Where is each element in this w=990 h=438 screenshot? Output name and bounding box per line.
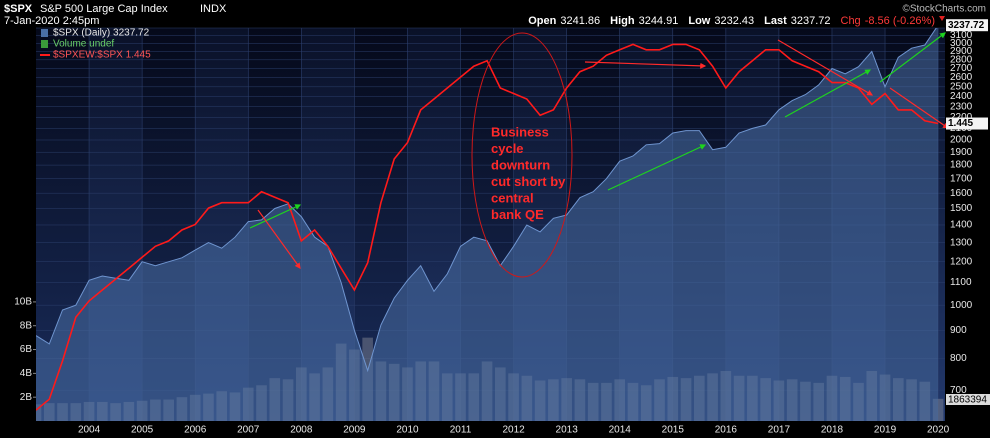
- x-tick-label: 2011: [450, 425, 472, 436]
- quote-value: 3237.72: [791, 15, 831, 27]
- annotation-text: cycle: [491, 141, 524, 156]
- trend-arrow: [784, 69, 872, 118]
- trend-arrow: [607, 144, 707, 191]
- y-tick-label: 2600: [950, 72, 973, 83]
- y-tick-label: 900: [950, 325, 967, 336]
- trend-arrow: [584, 61, 707, 69]
- last-value-box: [946, 117, 988, 130]
- last-value-label: 3237.72: [948, 20, 985, 31]
- y-tick-label: 1300: [950, 237, 973, 248]
- price-area: [36, 28, 939, 421]
- annotation-ellipse: [471, 32, 573, 278]
- x-tick-label: 2018: [821, 425, 844, 436]
- volume-box: [946, 394, 990, 405]
- legend-label: Volume undef: [53, 39, 114, 50]
- x-tick-label: 2019: [874, 425, 897, 436]
- x-tick-label: 2007: [237, 425, 260, 436]
- annotations: [249, 32, 949, 278]
- y-tick-label: 1800: [950, 160, 973, 171]
- y-tick-label: 1500: [950, 203, 973, 214]
- credit: ©StockCharts.com: [902, 4, 986, 15]
- quote-label: Last: [764, 15, 787, 27]
- trend-arrow: [879, 32, 946, 83]
- y-tick-label: 1000: [950, 300, 973, 311]
- y-tick-label: 800: [950, 353, 967, 364]
- y-tick-label: 2800: [950, 54, 973, 65]
- y-tick-label: 1400: [950, 220, 973, 231]
- symbol: $SPX: [4, 3, 33, 15]
- plot-marks: [36, 28, 944, 421]
- y-tick-label: 1200: [950, 256, 973, 267]
- annotation-text: downturn: [491, 157, 550, 172]
- volume-last-label: 1863394: [948, 395, 987, 406]
- y-tick-label: 3000: [950, 38, 973, 49]
- annotation-text: Business: [491, 124, 549, 139]
- last-value-box: [946, 19, 988, 32]
- x-tick-label: 2013: [556, 425, 579, 436]
- legend-swatch: [41, 40, 48, 48]
- x-tick-label: 2008: [290, 425, 313, 436]
- quote-value: 3232.43: [714, 15, 754, 27]
- y-tick-label: 3100: [950, 30, 973, 41]
- legend-label: $SPXEW:$SPX 1.445: [53, 50, 151, 61]
- y-tick-label: 2900: [950, 46, 973, 57]
- volume-bar: [932, 398, 944, 421]
- quote-label: Open: [528, 15, 556, 27]
- exchange: INDX: [200, 3, 227, 15]
- x-tick-label: 2005: [131, 425, 154, 436]
- annotation-text: bank QE: [491, 207, 544, 222]
- index-name: S&P 500 Large Cap Index: [40, 3, 168, 15]
- quote-label: High: [610, 15, 635, 27]
- trend-arrow: [249, 204, 302, 229]
- last-value-label: 1.445: [948, 118, 973, 129]
- quote-label: Low: [688, 15, 710, 27]
- y-tick-label: 700: [950, 385, 967, 396]
- trend-arrow: [777, 39, 874, 96]
- x-tick-label: 2012: [502, 425, 525, 436]
- x-tick-label: 2010: [396, 425, 419, 436]
- y2-tick-label: 10B: [14, 297, 32, 308]
- y-tick-label: 2500: [950, 81, 973, 92]
- y2-tick-label: 8B: [20, 320, 33, 331]
- x-tick-label: 2016: [715, 425, 738, 436]
- quote-value: 3244.91: [639, 15, 679, 27]
- annotation-text: central: [491, 190, 534, 205]
- y-tick-label: 2000: [950, 135, 973, 146]
- y2-tick-label: 6B: [20, 344, 33, 355]
- y-tick-label: 1900: [950, 147, 973, 158]
- legend-swatch: [41, 29, 48, 37]
- y-tick-label: 1700: [950, 173, 973, 184]
- x-tick-label: 2020: [927, 425, 950, 436]
- price-line: [36, 28, 937, 373]
- legend-label: $SPX (Daily) 3237.72: [53, 28, 150, 39]
- quote-value: 3241.86: [560, 15, 600, 27]
- y-tick-label: 1600: [950, 188, 973, 199]
- x-tick-label: 2009: [343, 425, 366, 436]
- change-label: Chg: [841, 15, 861, 27]
- y-tick-label: 2400: [950, 91, 973, 102]
- x-tick-label: 2017: [768, 425, 791, 436]
- change-value: -8.56 (-0.26%): [865, 15, 935, 27]
- ratio-line: [36, 43, 939, 411]
- trend-arrow: [889, 87, 949, 129]
- x-tick-label: 2004: [78, 425, 101, 436]
- annotation-text: cut short by: [491, 174, 566, 189]
- y2-tick-label: 4B: [20, 368, 33, 379]
- trend-arrow: [257, 209, 301, 269]
- down-triangle: [939, 16, 945, 21]
- y-tick-label: 2200: [950, 112, 973, 123]
- date: 7-Jan-2020 2:45pm: [4, 15, 99, 27]
- year-band: [938, 28, 945, 421]
- x-tick-label: 2014: [609, 425, 632, 436]
- y2-tick-label: 2B: [20, 392, 33, 403]
- y-tick-label: 2300: [950, 101, 973, 112]
- x-tick-label: 2015: [662, 425, 685, 436]
- y-tick-label: 2700: [950, 63, 973, 74]
- x-tick-label: 2006: [184, 425, 207, 436]
- y-tick-label: 1100: [950, 277, 972, 288]
